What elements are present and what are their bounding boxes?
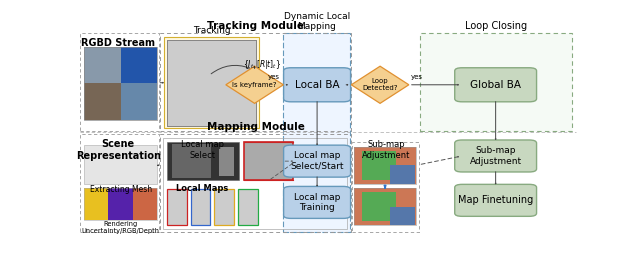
Text: yes: yes [412,74,423,80]
Bar [244,142,293,180]
Bar [390,207,415,225]
Text: Tracking Module: Tracking Module [207,21,305,31]
Bar [167,189,187,225]
Bar [164,37,259,128]
Text: Loop
Detected?: Loop Detected? [362,78,398,91]
FancyBboxPatch shape [284,68,351,102]
Bar [390,165,415,184]
Bar [80,33,159,131]
FancyBboxPatch shape [455,140,536,172]
Bar [167,40,256,126]
Bar [355,188,416,225]
Text: Local Maps: Local Maps [177,184,228,193]
Text: Local map
Training: Local map Training [294,193,340,212]
Bar [84,47,157,120]
Bar [167,40,256,126]
Text: RGBD Stream: RGBD Stream [81,38,155,48]
Bar [355,147,416,184]
Bar [191,189,211,225]
Bar [172,144,211,178]
Text: yes: yes [268,74,280,80]
Text: Local map
Select/Start: Local map Select/Start [291,151,344,171]
FancyBboxPatch shape [455,184,536,216]
Bar [80,134,159,232]
Bar [84,188,108,220]
Text: Loop Closing: Loop Closing [465,21,527,31]
Text: Tracking: Tracking [193,26,230,35]
Polygon shape [351,66,409,103]
Bar [84,47,121,83]
Bar [161,134,351,232]
Bar [219,147,234,176]
Bar [284,33,350,232]
Text: Scene
Representation: Scene Representation [76,139,161,161]
Bar [238,189,258,225]
Bar [121,83,157,120]
Bar [355,147,416,184]
FancyBboxPatch shape [284,187,351,218]
Bar [133,188,157,220]
Text: Global BA: Global BA [470,80,521,90]
Text: Map Finetuning: Map Finetuning [458,195,533,205]
Text: Sub-map
Adjustment: Sub-map Adjustment [470,146,522,166]
FancyBboxPatch shape [284,145,351,177]
Bar [420,33,572,131]
Text: Sub-map
Adjustment: Sub-map Adjustment [362,140,411,160]
Bar [355,188,416,225]
Bar [163,139,347,229]
Bar [167,142,239,180]
Text: Local map
Select: Local map Select [181,140,224,160]
Bar [362,151,396,180]
Bar [84,188,157,220]
Bar [84,188,157,220]
Bar [84,83,121,120]
Text: Local BA: Local BA [295,80,339,90]
FancyBboxPatch shape [455,68,536,102]
Text: $\{I_t, [R|t]_t\}$: $\{I_t, [R|t]_t\}$ [243,58,282,71]
Bar [161,33,351,131]
Polygon shape [226,66,284,103]
Text: Extracting Mesh: Extracting Mesh [90,185,152,194]
Text: Rendering
Uncertainty/RGB/Depth: Rendering Uncertainty/RGB/Depth [82,221,159,234]
Text: Mapping Module: Mapping Module [207,122,305,132]
Text: Is keyframe?: Is keyframe? [232,82,277,88]
Bar [84,145,157,184]
Bar [121,47,157,83]
Bar [352,142,419,232]
Bar [362,192,396,221]
Bar [214,189,234,225]
Bar [108,188,132,220]
Text: Dynamic Local
Mapping: Dynamic Local Mapping [284,12,350,31]
